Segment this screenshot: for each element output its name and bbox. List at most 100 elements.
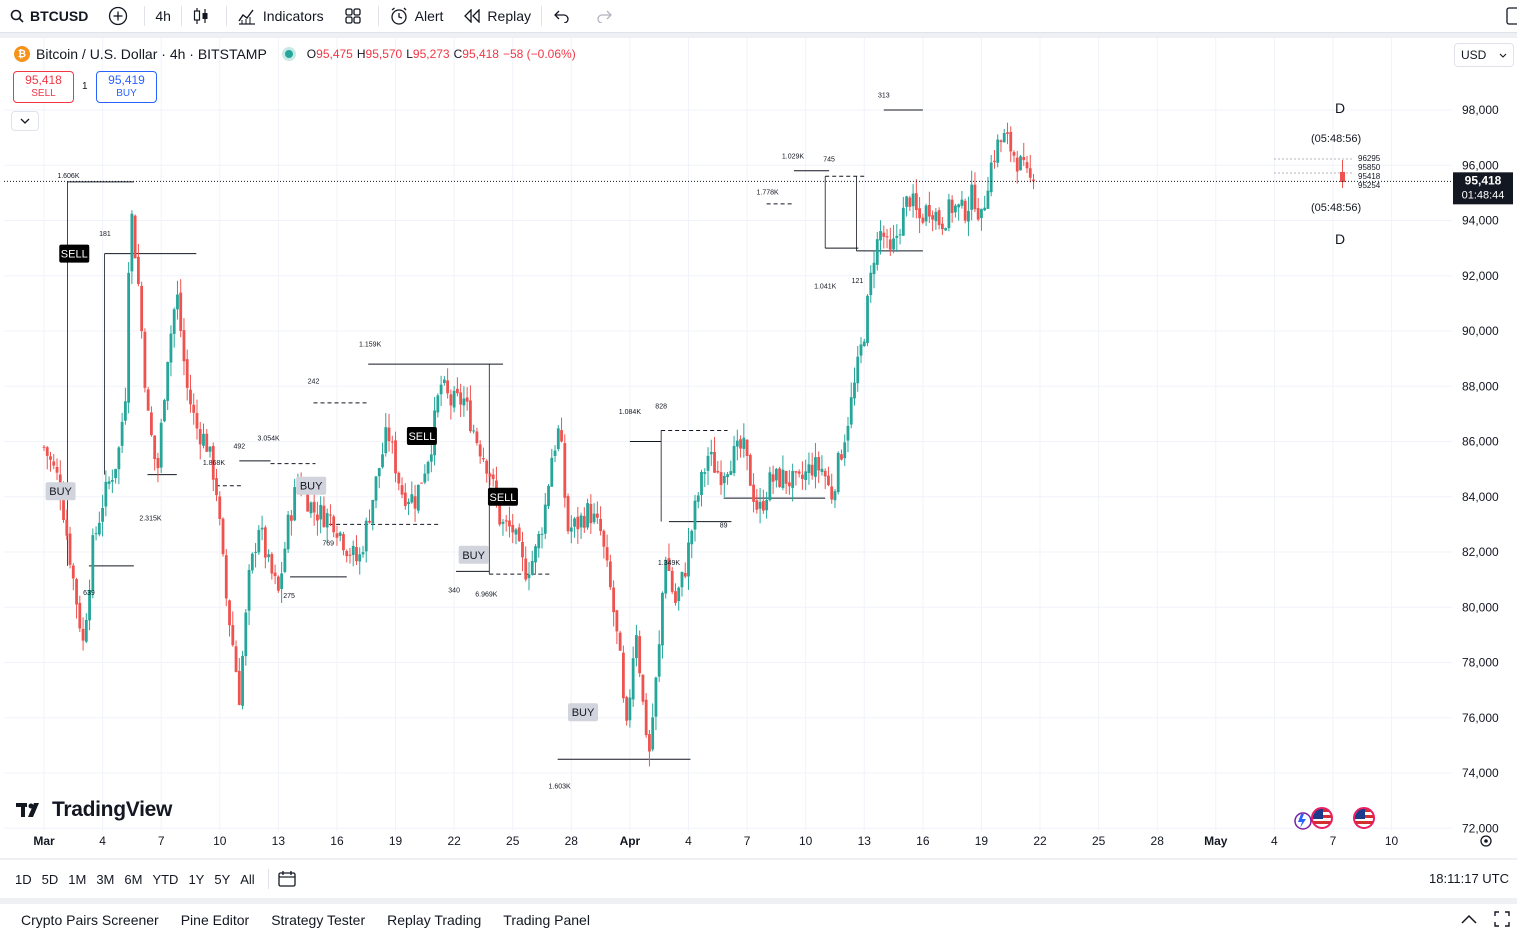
candle-body — [1009, 132, 1013, 152]
range-all[interactable]: All — [240, 871, 255, 887]
candle-body — [136, 256, 140, 285]
range-1m[interactable]: 1M — [68, 871, 87, 887]
candle-body — [1015, 157, 1019, 172]
order-quantity[interactable]: 1 — [82, 81, 88, 92]
sell-button[interactable]: 95,418 SELL — [13, 71, 74, 103]
candle-body — [921, 217, 925, 223]
tab-replay-trading[interactable]: Replay Trading — [387, 912, 482, 928]
candle-body — [765, 500, 769, 511]
price-axis[interactable]: 98,000 96,000 94,000 92,000 90,000 88,000 86,0… — [1462, 103, 1499, 835]
time-tick-label: 16 — [330, 834, 344, 848]
candle-body — [325, 513, 329, 528]
candle-body — [228, 600, 231, 626]
chart-area[interactable]: 98,000 96,000 94,000 92,000 90,000 88,000 86,0… — [4, 38, 1517, 858]
signal-box — [458, 545, 489, 564]
candle-body — [927, 204, 931, 217]
sparkle-event-icon[interactable] — [1292, 811, 1312, 831]
candle-body — [371, 499, 375, 524]
currency-select[interactable]: USD — [1454, 43, 1514, 67]
range-ytd[interactable]: YTD — [152, 871, 179, 887]
candle-body — [687, 542, 690, 577]
layouts-button[interactable] — [334, 0, 378, 33]
tradingview-logo[interactable]: TradingView — [16, 798, 172, 822]
candle-body — [381, 454, 384, 468]
candle-body — [211, 445, 215, 480]
interval-button[interactable]: 4h — [145, 0, 181, 33]
candle-body — [202, 433, 205, 446]
toolbar-divider — [180, 6, 182, 26]
time-tick-label: 22 — [1033, 834, 1047, 848]
candle-body — [52, 461, 56, 466]
replay-button[interactable]: Replay — [453, 0, 541, 33]
collapse-legend-button[interactable] — [11, 111, 39, 131]
candle-body — [71, 565, 75, 579]
candle-body — [729, 471, 733, 475]
candle-body — [104, 481, 108, 507]
alert-label: Alert — [414, 8, 444, 24]
buy-label: BUY — [116, 88, 137, 99]
candle-body — [931, 215, 935, 220]
utc-clock[interactable]: 18:11:17 UTC — [1429, 871, 1509, 886]
candle-body — [703, 472, 707, 474]
tab-pine-editor[interactable]: Pine Editor — [180, 912, 250, 928]
candle-body — [748, 454, 752, 486]
alert-button[interactable]: Alert — [379, 0, 454, 33]
us-flag-event-icon[interactable] — [1353, 807, 1375, 829]
candle-body — [644, 699, 648, 736]
range-1y[interactable]: 1Y — [188, 871, 205, 887]
candle-body — [866, 295, 869, 344]
symbol-legend[interactable]: ₿ Bitcoin / U.S. Dollar · 4h · BITSTAMP … — [14, 44, 580, 64]
range-1d[interactable]: 1D — [15, 871, 32, 887]
undo-button[interactable] — [542, 0, 586, 33]
range-5y[interactable]: 5Y — [214, 871, 231, 887]
candle-body — [208, 446, 212, 452]
fullscreen-button[interactable] — [1505, 7, 1517, 28]
volume-annotation: 1.868K — [203, 460, 226, 467]
candle-body — [478, 444, 482, 457]
candle-body — [133, 215, 137, 259]
calendar-icon[interactable] — [277, 870, 297, 888]
grid — [4, 38, 1452, 831]
chevron-up-icon[interactable] — [1459, 910, 1479, 930]
candle-body — [869, 272, 873, 296]
candle-body — [205, 433, 209, 452]
tab-strategy-tester[interactable]: Strategy Tester — [271, 912, 366, 928]
volume-annotations: 1.606K 181 639 2.315K 1.868K 492 3.054K 275 242 7… — [57, 93, 889, 791]
candle-body — [608, 561, 612, 588]
volume-annotation: 6.969K — [475, 592, 498, 599]
chart-type-button[interactable] — [182, 0, 226, 33]
compare-button[interactable] — [98, 0, 144, 33]
candle-body — [329, 514, 332, 516]
interval-label: 4h — [155, 8, 171, 24]
candle-body — [651, 717, 655, 750]
candle-body — [407, 502, 410, 505]
divider — [0, 858, 1517, 860]
bar-countdown: 01:48:44 — [1462, 189, 1505, 201]
date-range-bar: 1D 5D 1M 3M 6M YTD 1Y 5Y All — [0, 860, 1517, 898]
us-flag-event-icon[interactable] — [1311, 807, 1333, 829]
maximize-icon[interactable] — [1493, 910, 1511, 928]
time-axis[interactable]: Mar 4 7 10 13 16 19 22 25 28 Apr 4 7 10 13 16 19 22 25 28 Ma… — [33, 834, 1492, 848]
range-3m[interactable]: 3M — [96, 871, 115, 887]
range-6m[interactable]: 6M — [124, 871, 143, 887]
candle-body — [814, 457, 817, 477]
symbol-search[interactable]: BTCUSD — [0, 0, 98, 33]
candle-body — [882, 232, 886, 237]
indicators-button[interactable]: Indicators — [227, 0, 334, 33]
price-chart[interactable]: 98,000 96,000 94,000 92,000 90,000 88,000 86,0… — [4, 38, 1517, 858]
time-tick-label: 10 — [799, 834, 813, 848]
volume-annotation: 89 — [720, 522, 728, 529]
candle-body — [713, 451, 716, 473]
tab-trading-panel[interactable]: Trading Panel — [503, 912, 590, 928]
candle-body — [950, 199, 954, 213]
candle-body — [403, 492, 407, 506]
candle-body — [986, 190, 990, 209]
redo-button[interactable] — [586, 0, 630, 33]
candle-body — [810, 464, 814, 476]
tab-crypto-pairs-screener[interactable]: Crypto Pairs Screener — [21, 912, 159, 928]
range-5d[interactable]: 5D — [41, 871, 59, 887]
candle-body — [436, 395, 440, 413]
buy-button[interactable]: 95,419 BUY — [96, 71, 157, 103]
candle-body — [530, 560, 534, 575]
candle-body — [573, 518, 576, 527]
